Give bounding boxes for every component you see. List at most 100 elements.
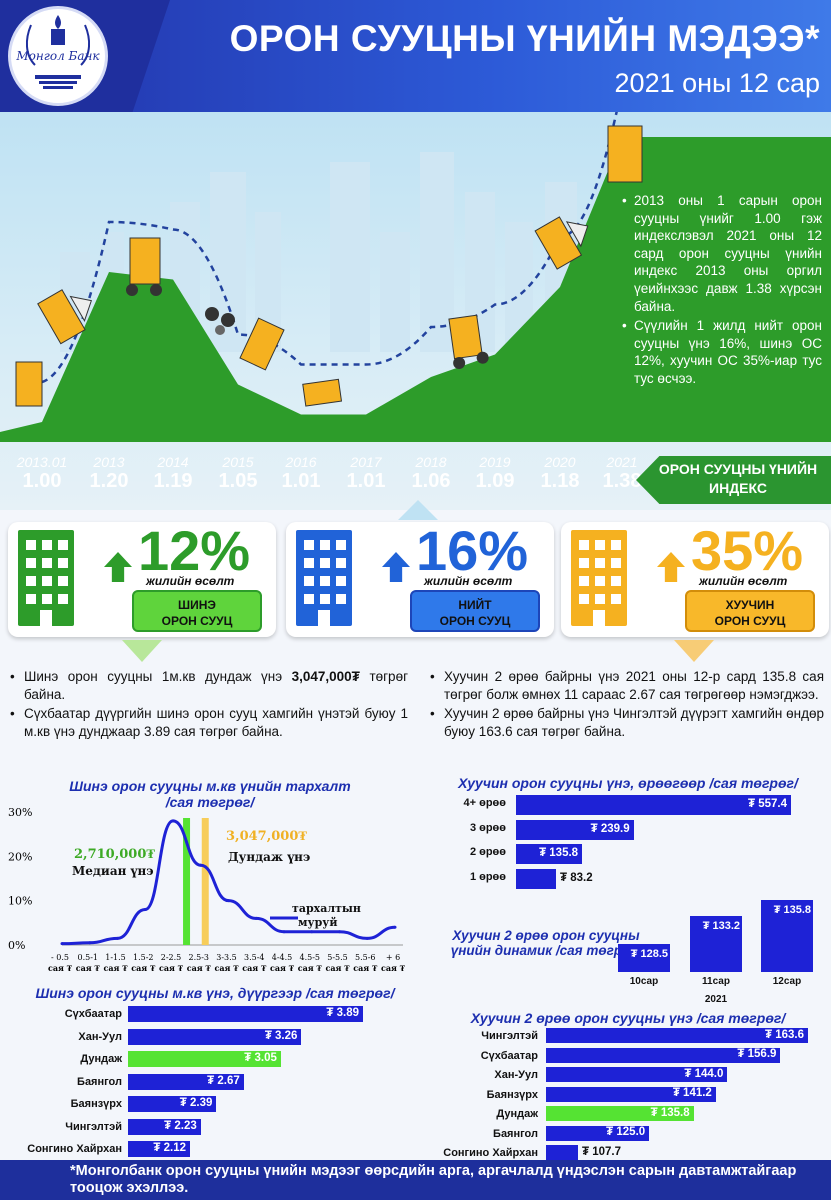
window-icon [304,540,314,550]
index-label-badge [636,456,831,504]
bar [546,1047,781,1063]
distribution-point [365,936,369,940]
x-tick-unit: сая ₮ [159,963,184,973]
dynamic-month-label: 10сар [629,976,659,987]
pointer-up-icon [398,500,438,520]
page-subtitle: 2021 оны 12 сар [614,68,820,98]
dynamic-bar-value: ₮ 133.2 [702,919,740,932]
bar-value-label: ₮ 3.05 [244,1052,277,1064]
window-icon [336,576,346,586]
bar-category-label: 4+ өрөө [463,797,506,809]
window-icon [320,576,330,586]
new-district-title: Шинэ орон сууцны м.кв үнэ, дүүргээр /сая… [35,985,395,1001]
footer-bar [0,1160,831,1200]
x-tick-unit: сая ₮ [381,963,406,973]
bar-value-label: ₮ 239.9 [590,822,630,835]
window-icon [42,540,52,550]
bar-value-label: ₮ 3.26 [264,1029,298,1042]
mean-label: Дундаж үнэ [228,850,311,864]
index-year-label: 2013.01 [16,454,68,470]
curve-label-1: тархалтын [292,902,361,915]
soyombo-emblem-icon [25,15,91,89]
growth-percent: 16% [416,519,529,582]
door-icon [40,610,52,626]
index-year-label: 2020 [544,454,576,470]
curve-label-2: муруй [298,916,338,929]
x-tick-unit: сая ₮ [103,963,128,973]
median-label: Медиан үнэ [72,864,154,878]
x-tick-label: 1-1.5 [105,953,126,962]
blue-building-icon [296,530,352,626]
window-icon [304,594,314,604]
old-district-title: Хуучин 2 өрөө орон сууцны үнэ /сая төгрө… [470,1010,786,1026]
collapsed-building-2016-icon [302,378,343,407]
bar-category-label: Баянгол [77,1075,122,1088]
bar [128,1073,244,1090]
bar [546,1028,808,1043]
x-tick-unit: сая ₮ [270,963,295,973]
dynamic-month-label: 12сар [772,976,802,987]
index-value: 1.00 [22,470,62,492]
bar-category-label: Хан-Уул [494,1069,538,1081]
distribution-point [171,819,175,823]
x-tick-label: 2-2.5 [161,953,182,962]
dynamic-bar [618,944,670,972]
bar [128,1096,217,1112]
index-label-text: ОРОН СУУЦНЫ ҮНИЙН ИНДЕКС [658,461,818,496]
index-value: 1.20 [89,470,129,492]
window-icon [611,540,621,550]
bar [128,1006,363,1022]
bar-value-label: ₮ 125.0 [606,1126,646,1138]
bar-value-label: ₮ 2.23 [164,1119,197,1132]
bar-category-label: Баянзүрх [486,1088,538,1101]
distribution-point [199,863,203,867]
logo-text: Монгол Банк [16,49,100,63]
x-tick-label: 0.5-1 [77,953,98,962]
growth-label: жилийн өсөлт [699,574,788,588]
x-tick-unit: сая ₮ [187,963,212,973]
index-value: 1.09 [475,470,515,492]
index-year-label: 2019 [479,454,511,470]
bar-value-label: ₮ 135.8 [539,847,579,859]
window-icon [42,594,52,604]
distribution-point [282,930,286,934]
index-year-label: 2018 [415,454,447,470]
window-icon [58,594,68,604]
bar-category-label: Дундаж [80,1053,122,1065]
bar-value-label: ₮ 135.8 [650,1106,690,1119]
window-icon [579,594,589,604]
bar-value-label: ₮ 156.9 [737,1048,777,1060]
index-dashed-trend-line [41,112,618,384]
bar-value-label: ₮ 144.0 [684,1067,724,1080]
bar-category-label: 3 өрөө [469,821,506,834]
footer-note: *Монголбанк орон сууцны үнийн мэдээг өөр… [70,1163,797,1196]
bar [128,1141,190,1157]
x-tick-label: 5-5.5 [327,953,348,962]
window-icon [320,558,330,568]
distribution-point [227,899,230,903]
index-value: 1.18 [540,470,580,492]
bar-category-label: Баянзүрх [70,1098,122,1110]
building-icons [15,125,643,407]
mongolbank-logo: Монгол Банк [8,6,108,106]
orange-building-icon [571,530,627,626]
x-tick-unit: сая ₮ [131,963,156,973]
window-icon [336,540,346,550]
window-icon [611,576,621,586]
housing-type-line1: ХУУЧИН [725,598,775,612]
building-2021-icon [607,125,643,183]
growth-percent: 35% [691,519,804,582]
bar-category-label: Сүхбаатар [480,1049,538,1062]
median-value: 2,710,000₮ [74,847,156,862]
index-note: 2013 оны 1 сарын орон сууцны үнийг 1.00 … [622,192,822,390]
y-tick-label: 20% [8,850,32,863]
price-index-section: 2013.01 1.00 2013 1.20 2014 1.19 2015 1.05 2016 1… [0,112,831,510]
window-icon [26,558,36,568]
y-tick-label: 10% [8,895,32,908]
building-2014-icon [126,237,162,296]
bar [516,819,634,840]
up-arrow-icon [104,552,132,582]
x-tick-label: 1.5-2 [133,953,154,962]
index-value: 1.06 [411,470,451,492]
bar-value-label: ₮ 557.4 [748,798,787,810]
